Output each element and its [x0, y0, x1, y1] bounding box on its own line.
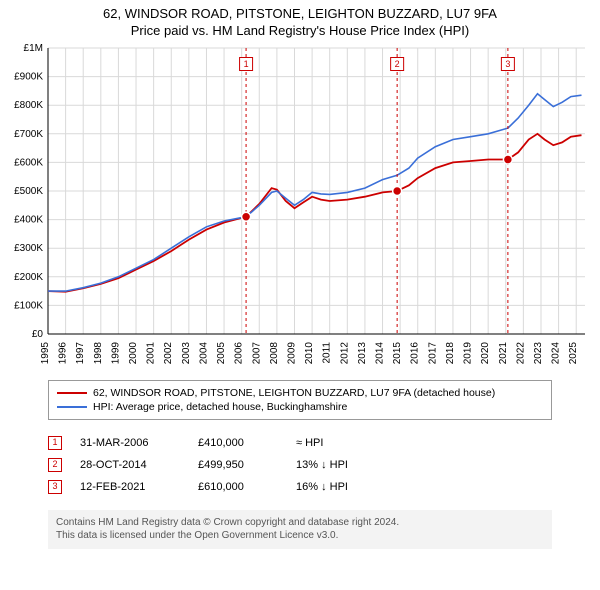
x-tick-label: 2013 — [357, 341, 368, 364]
x-tick-label: 2000 — [128, 341, 139, 364]
sale-label-text: 3 — [505, 59, 510, 69]
sales-marker-box: 3 — [48, 480, 62, 494]
footer-line-2: This data is licensed under the Open Gov… — [56, 529, 544, 543]
y-tick-label: £200K — [14, 272, 43, 283]
sales-hpi: 13% ↓ HPI — [296, 459, 386, 471]
x-tick-label: 2006 — [234, 341, 245, 364]
legend-box: 62, WINDSOR ROAD, PITSTONE, LEIGHTON BUZ… — [48, 380, 552, 420]
y-tick-label: £600K — [14, 157, 43, 168]
sale-point — [393, 186, 402, 195]
sale-point — [503, 155, 512, 164]
sales-row: 1 31-MAR-2006 £410,000 ≈ HPI — [48, 432, 552, 454]
price-chart: £0 £100K £200K £300K £400K £500K £600K £700K £80… — [0, 44, 600, 374]
sales-price: £410,000 — [198, 437, 278, 449]
x-tick-label: 2025 — [568, 341, 579, 364]
x-tick-label: 2010 — [304, 341, 315, 364]
x-tick-label: 2002 — [163, 341, 174, 364]
sales-row: 3 12-FEB-2021 £610,000 16% ↓ HPI — [48, 476, 552, 498]
sales-marker-box: 2 — [48, 458, 62, 472]
sales-date: 12-FEB-2021 — [80, 481, 180, 493]
x-tick-label: 2012 — [339, 341, 350, 364]
sale-label-text: 1 — [244, 59, 249, 69]
sales-marker-box: 1 — [48, 436, 62, 450]
title-line-2: Price paid vs. HM Land Registry's House … — [10, 23, 590, 40]
x-tick-label: 2023 — [533, 341, 544, 364]
x-tick-label: 2020 — [480, 341, 491, 364]
x-tick-label: 1999 — [110, 341, 121, 364]
x-tick-label: 2011 — [322, 341, 333, 363]
footer-note: Contains HM Land Registry data © Crown c… — [48, 510, 552, 549]
x-tick-label: 2001 — [146, 341, 157, 364]
sale-point — [242, 212, 251, 221]
x-tick-label: 2017 — [427, 341, 438, 364]
y-tick-label: £900K — [14, 71, 43, 82]
sales-date: 31-MAR-2006 — [80, 437, 180, 449]
x-tick-label: 2008 — [269, 341, 280, 364]
x-tick-label: 2015 — [392, 341, 403, 364]
sales-date: 28-OCT-2014 — [80, 459, 180, 471]
y-tick-label: £800K — [14, 100, 43, 111]
y-tick-label: £400K — [14, 214, 43, 225]
x-tick-label: 2019 — [463, 341, 474, 364]
x-tick-label: 2003 — [181, 341, 192, 364]
legend-swatch — [57, 392, 87, 394]
legend-item: HPI: Average price, detached house, Buck… — [57, 400, 543, 414]
x-tick-label: 2007 — [251, 341, 262, 364]
y-tick-label: £100K — [14, 300, 43, 311]
title-line-1: 62, WINDSOR ROAD, PITSTONE, LEIGHTON BUZ… — [10, 6, 590, 23]
page-container: 62, WINDSOR ROAD, PITSTONE, LEIGHTON BUZ… — [0, 0, 600, 590]
y-tick-label: £0 — [32, 329, 44, 340]
footer-line-1: Contains HM Land Registry data © Crown c… — [56, 516, 544, 530]
sales-hpi: 16% ↓ HPI — [296, 481, 386, 493]
x-tick-label: 2005 — [216, 341, 227, 364]
x-tick-label: 2014 — [375, 341, 386, 364]
x-tick-label: 2009 — [286, 341, 297, 364]
legend-label: HPI: Average price, detached house, Buck… — [93, 401, 347, 413]
sales-row: 2 28-OCT-2014 £499,950 13% ↓ HPI — [48, 454, 552, 476]
x-tick-label: 1996 — [58, 341, 69, 364]
legend-label: 62, WINDSOR ROAD, PITSTONE, LEIGHTON BUZ… — [93, 387, 495, 399]
chart-area: £0 £100K £200K £300K £400K £500K £600K £700K £80… — [0, 44, 600, 374]
sales-price: £499,950 — [198, 459, 278, 471]
x-tick-label: 2004 — [198, 341, 209, 364]
sales-price: £610,000 — [198, 481, 278, 493]
y-tick-label: £1M — [24, 44, 43, 54]
sale-label-text: 2 — [395, 59, 400, 69]
x-tick-label: 1995 — [40, 341, 51, 364]
x-tick-label: 2016 — [410, 341, 421, 364]
sales-hpi: ≈ HPI — [296, 437, 386, 449]
y-tick-label: £300K — [14, 243, 43, 254]
x-tick-label: 2021 — [498, 341, 509, 364]
x-tick-label: 2022 — [515, 341, 526, 364]
x-tick-label: 1997 — [75, 341, 86, 364]
x-tick-label: 2024 — [551, 341, 562, 364]
x-tick-label: 2018 — [445, 341, 456, 364]
y-tick-label: £700K — [14, 129, 43, 140]
sales-table: 1 31-MAR-2006 £410,000 ≈ HPI 2 28-OCT-2014 £49… — [48, 432, 552, 498]
chart-title-block: 62, WINDSOR ROAD, PITSTONE, LEIGHTON BUZ… — [0, 0, 600, 44]
y-tick-label: £500K — [14, 186, 43, 197]
legend-swatch — [57, 406, 87, 408]
legend-item: 62, WINDSOR ROAD, PITSTONE, LEIGHTON BUZ… — [57, 386, 543, 400]
x-tick-label: 1998 — [93, 341, 104, 364]
